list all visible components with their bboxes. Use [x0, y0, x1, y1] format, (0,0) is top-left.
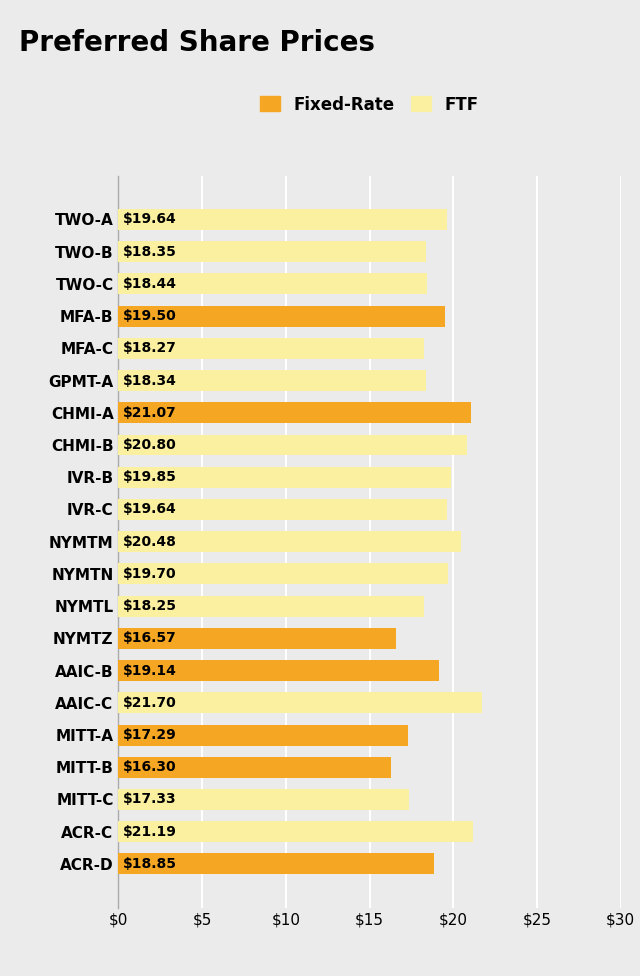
Text: $18.34: $18.34: [123, 374, 177, 387]
Bar: [118, 273, 428, 295]
Text: $19.85: $19.85: [123, 470, 177, 484]
Text: $19.70: $19.70: [123, 567, 176, 581]
Text: $20.80: $20.80: [123, 438, 177, 452]
Bar: [118, 628, 396, 649]
Text: $18.35: $18.35: [123, 245, 177, 259]
Text: $18.44: $18.44: [123, 277, 177, 291]
Legend: Fixed-Rate, FTF: Fixed-Rate, FTF: [253, 89, 486, 120]
Text: $21.70: $21.70: [123, 696, 177, 710]
Bar: [118, 563, 448, 585]
Bar: [118, 660, 439, 681]
Text: $18.85: $18.85: [123, 857, 177, 871]
Bar: [118, 531, 461, 552]
Text: $16.57: $16.57: [123, 631, 177, 645]
Bar: [118, 434, 467, 456]
Text: Preferred Share Prices: Preferred Share Prices: [19, 29, 375, 58]
Text: $19.64: $19.64: [123, 213, 177, 226]
Bar: [118, 467, 451, 488]
Text: $16.30: $16.30: [123, 760, 176, 774]
Text: $19.14: $19.14: [123, 664, 177, 677]
Bar: [118, 338, 424, 359]
Text: $21.19: $21.19: [123, 825, 177, 838]
Bar: [118, 402, 471, 424]
Text: $17.29: $17.29: [123, 728, 177, 742]
Bar: [118, 209, 447, 230]
Bar: [118, 789, 408, 810]
Text: $17.33: $17.33: [123, 793, 176, 806]
Bar: [118, 241, 426, 263]
Bar: [118, 756, 392, 778]
Bar: [118, 692, 482, 713]
Text: $19.50: $19.50: [123, 309, 177, 323]
Bar: [118, 853, 434, 874]
Text: $20.48: $20.48: [123, 535, 177, 549]
Bar: [118, 499, 447, 520]
Bar: [118, 370, 426, 391]
Bar: [118, 821, 473, 842]
Text: $18.25: $18.25: [123, 599, 177, 613]
Bar: [118, 595, 424, 617]
Bar: [118, 305, 445, 327]
Text: $19.64: $19.64: [123, 503, 177, 516]
Bar: [118, 724, 408, 746]
Text: $21.07: $21.07: [123, 406, 177, 420]
Text: $18.27: $18.27: [123, 342, 177, 355]
